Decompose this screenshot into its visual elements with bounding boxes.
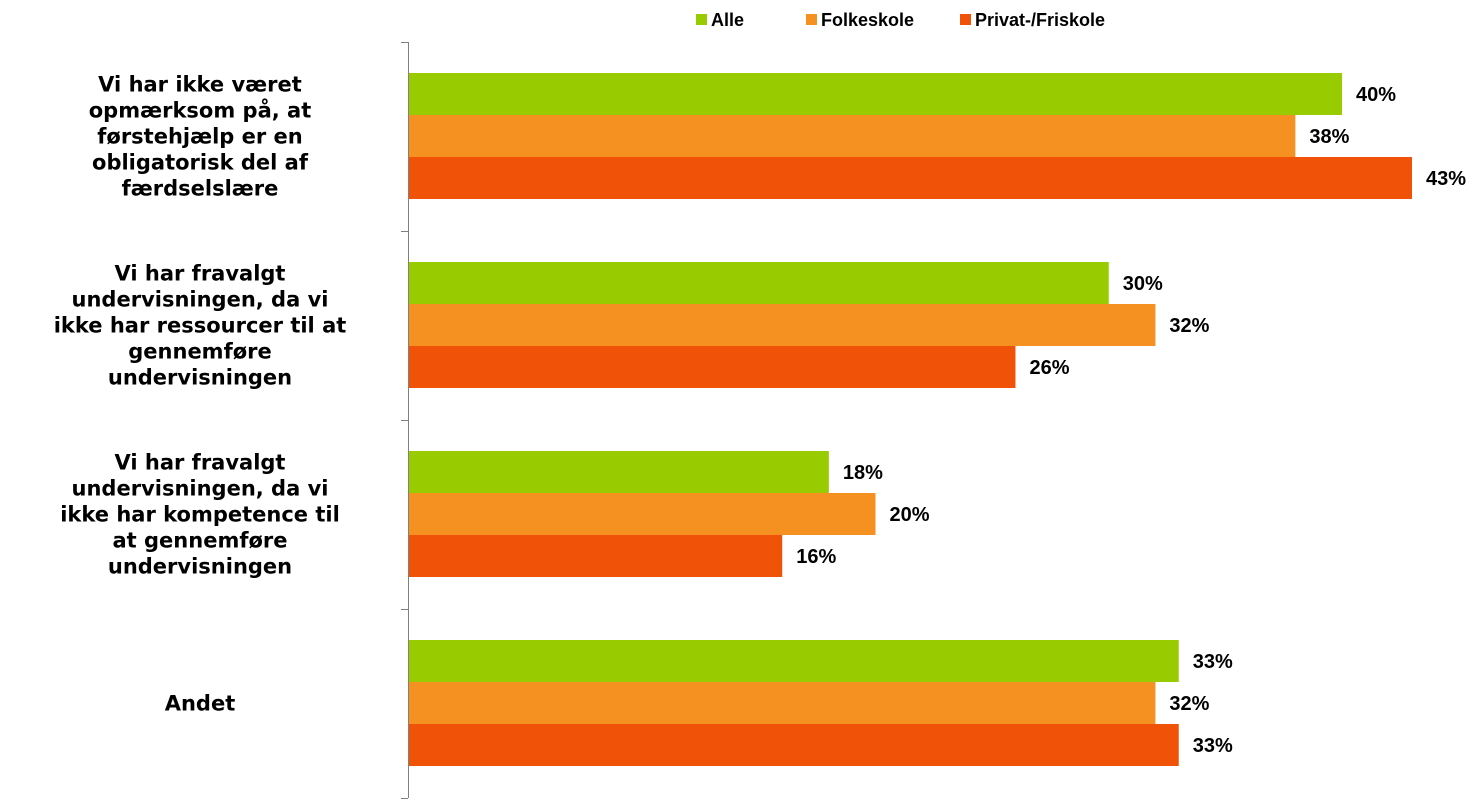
bar-privat-friskole [409,535,783,577]
category-label-line: Vi har fravalgt [115,451,286,475]
bar-alle [409,73,1343,115]
bar-alle [409,262,1109,304]
bar-privat-friskole [409,346,1016,388]
data-label: 40% [1356,84,1396,106]
data-label: 33% [1193,651,1233,673]
category-label-line: undervisningen [108,555,292,579]
category-label-line: Vi har ikke været [98,73,302,97]
data-label: 16% [796,546,836,568]
legend-label: Folkeskole [821,10,914,30]
bar-folkeskole [409,304,1156,346]
category-label: Vi har fravalgt undervisningen, da vi ikke… [60,451,340,579]
category-label-line: førstehjælp er en [97,125,303,149]
legend-swatch [696,14,707,25]
category-label: Vi har fravalgt undervisningen, da vi ikke… [54,262,347,390]
data-label: 38% [1309,126,1349,148]
category-label: Vi har ikke været opmærksom på, at førsteh… [89,73,312,201]
legend-label: Alle [711,10,744,30]
legend-swatch [806,14,817,25]
bar-privat-friskole [409,157,1412,199]
category-label-line: ikke har ressourcer til at [54,314,347,338]
category-label-line: at gennemføre [113,529,288,553]
legend-swatch [960,14,971,25]
category-label-line: undervisningen, da vi [72,288,329,312]
bar-folkeskole [409,682,1156,724]
category-label-line: gennemføre [128,340,271,364]
bar-alle [409,451,829,493]
category-label-line: færdselslære [122,177,279,201]
data-label: 32% [1169,315,1209,337]
bar-alle [409,640,1179,682]
legend-label: Privat-/Friskole [975,10,1105,30]
data-label: 20% [890,504,930,526]
data-label: 33% [1193,735,1233,757]
bar-folkeskole [409,115,1296,157]
data-label: 26% [1029,357,1069,379]
category-label-line: Vi har fravalgt [115,262,286,286]
category-label-line: Andet [165,692,236,716]
bar-folkeskole [409,493,876,535]
data-label: 32% [1169,693,1209,715]
bar-privat-friskole [409,724,1179,766]
data-label: 30% [1123,273,1163,295]
category-label-line: undervisningen, da vi [72,477,329,501]
category-label-line: opmærksom på, at [89,98,312,123]
category-label: Andet [165,692,236,716]
category-label-line: undervisningen [108,366,292,390]
data-label: 18% [843,462,883,484]
data-label: 43% [1426,168,1466,190]
category-label-line: obligatorisk del af [92,151,309,175]
category-label-line: ikke har kompetence til [60,503,340,527]
